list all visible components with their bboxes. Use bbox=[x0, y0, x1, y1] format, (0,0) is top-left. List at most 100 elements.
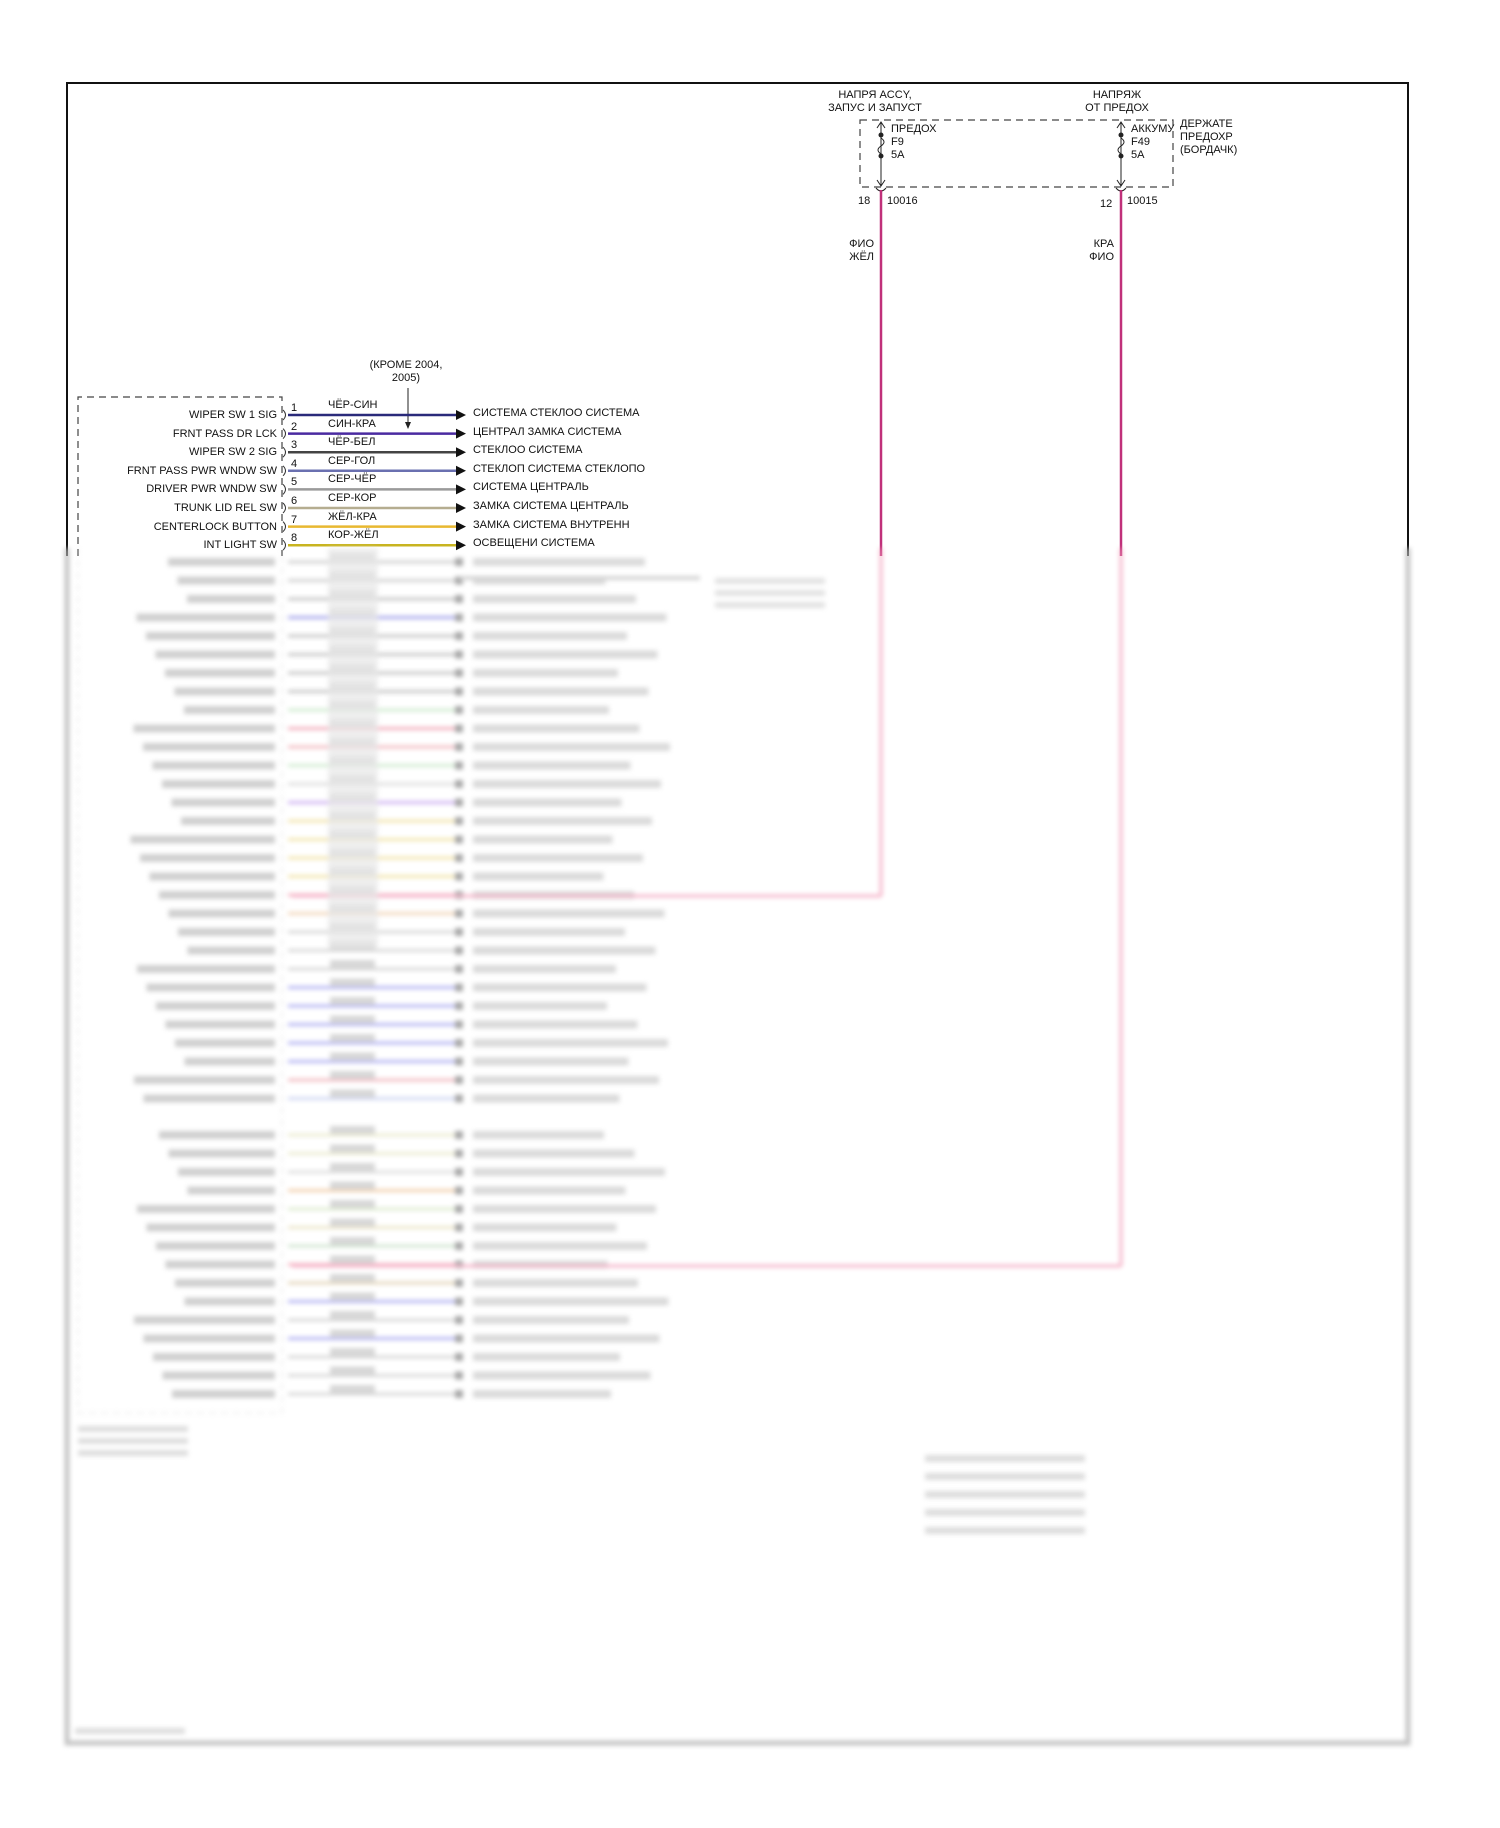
blurred-label bbox=[168, 1149, 275, 1158]
blurred-color-code bbox=[330, 1274, 375, 1282]
arrow-icon bbox=[456, 484, 466, 495]
blurred-arrow bbox=[455, 595, 463, 603]
blurred-destination bbox=[473, 780, 661, 788]
pin-number: 5 bbox=[291, 476, 298, 489]
blurred-destination bbox=[473, 669, 618, 677]
blurred-arrow bbox=[455, 613, 463, 622]
blurred-destination bbox=[473, 928, 625, 936]
fuse-box-outline bbox=[859, 119, 1174, 188]
blurred-label bbox=[178, 928, 275, 936]
blurred-label bbox=[156, 1002, 275, 1010]
blurred-color-code bbox=[330, 1385, 375, 1393]
blurred-legend bbox=[925, 1455, 1085, 1462]
blurred-destination bbox=[473, 1371, 651, 1380]
blurred-label bbox=[140, 854, 275, 862]
blurred-color-code bbox=[330, 1181, 375, 1190]
blurred-destination bbox=[473, 1334, 660, 1343]
pin-number: 3 bbox=[291, 439, 298, 452]
blurred-caption bbox=[78, 1450, 188, 1456]
blurred-note bbox=[715, 602, 825, 608]
signal-label: WIPER SW 2 SIG bbox=[188, 446, 277, 459]
blurred-color-code bbox=[330, 1218, 375, 1227]
blurred-arrow bbox=[455, 1076, 463, 1084]
blurred-label bbox=[146, 983, 275, 992]
blurred-destination bbox=[473, 909, 665, 918]
blurred-destination bbox=[473, 1002, 607, 1010]
blurred-arrow bbox=[455, 706, 463, 714]
pin-number: 4 bbox=[291, 457, 298, 470]
pin-number: 1 bbox=[291, 402, 298, 414]
fuse-terminal bbox=[1118, 132, 1124, 138]
blurred-destination bbox=[473, 1279, 638, 1287]
blurred-label bbox=[136, 613, 275, 622]
blurred-line bbox=[460, 576, 700, 580]
connector-pin-icon bbox=[282, 446, 286, 458]
blurred-label bbox=[187, 946, 275, 955]
blurred-label bbox=[168, 558, 275, 566]
blurred-destination bbox=[473, 632, 627, 640]
blurred-color-code bbox=[330, 997, 375, 1005]
blurred-destination bbox=[473, 1131, 604, 1139]
blurred-arrow bbox=[455, 743, 463, 751]
blurred-arrow bbox=[455, 1168, 463, 1176]
blurred-color-code bbox=[330, 1348, 375, 1356]
blurred-arrow bbox=[455, 817, 463, 825]
blurred-label bbox=[143, 743, 275, 751]
blurred-destination bbox=[473, 687, 649, 696]
blurred-arrow bbox=[455, 1390, 463, 1398]
blurred-arrow bbox=[455, 1316, 463, 1324]
blurred-arrow bbox=[455, 1039, 463, 1047]
fuse2-label: АККУМУ F49 5A bbox=[1131, 123, 1175, 161]
blurred-label bbox=[187, 1186, 275, 1195]
fuse1-wire-color: ФИО ЖЁЛ bbox=[849, 238, 874, 263]
blurred-arrow bbox=[455, 687, 463, 696]
destination-label: ЦЕНТРАЛ ЗАМКА СИСТЕМА bbox=[473, 425, 622, 438]
blurred-color-code bbox=[330, 978, 375, 987]
blurred-destination bbox=[473, 1039, 668, 1047]
fuse-terminal bbox=[1118, 153, 1124, 159]
blurred-destination bbox=[473, 1186, 626, 1195]
blurred-label bbox=[175, 1279, 275, 1287]
blurred-legend bbox=[925, 1473, 1085, 1480]
fuse-icon bbox=[1117, 137, 1125, 155]
blurred-destination bbox=[473, 558, 645, 566]
destination-label: ЗАМКА СИСТЕМА ВНУТРЕНН bbox=[473, 518, 630, 531]
arrow-icon bbox=[456, 521, 466, 532]
blurred-destination bbox=[473, 1242, 647, 1250]
blurred-color-code bbox=[330, 1144, 375, 1153]
blurred-destination bbox=[473, 1353, 620, 1361]
wire-color-code: ЖЁЛ-КРА bbox=[328, 510, 377, 523]
blurred-arrow bbox=[455, 1279, 463, 1287]
wire-color-code: ЧЁР-СИН bbox=[328, 399, 378, 411]
fuse1-pin: 18 bbox=[858, 195, 871, 207]
fuse2-source-label: НАПРЯЖ ОТ ПРЕДОХ bbox=[1085, 89, 1149, 114]
blurred-legend bbox=[925, 1491, 1085, 1498]
outer-frame bbox=[66, 82, 1409, 556]
blurred-label bbox=[143, 1334, 275, 1343]
wire-color-code: СЕР-КОР bbox=[328, 492, 377, 504]
fuse1-source-label: НАПРЯ ACCY, ЗАПУС И ЗАПУСТ bbox=[828, 89, 922, 114]
signal-label: WIPER SW 1 SIG bbox=[188, 409, 277, 421]
destination-label: ОСВЕЩЕНИ СИСТЕМА bbox=[473, 537, 595, 550]
blurred-label bbox=[152, 761, 275, 770]
signal-label: FRNT PASS DR LCK bbox=[172, 427, 277, 440]
blurred-arrow bbox=[455, 761, 463, 770]
year-note: (КРОМЕ 2004, 2005) bbox=[369, 359, 443, 384]
connector-pin-icon bbox=[282, 409, 286, 421]
blurred-label bbox=[174, 687, 275, 696]
blurred-label bbox=[156, 1242, 275, 1250]
blurred-destination bbox=[473, 798, 622, 807]
blurred-label bbox=[165, 1260, 275, 1269]
blurred-color-code bbox=[330, 1311, 375, 1319]
blurred-arrow bbox=[455, 983, 463, 992]
blurred-arrow bbox=[455, 854, 463, 862]
blurred-label bbox=[137, 965, 275, 973]
wire-color-code: КОР-ЖЁЛ bbox=[328, 529, 379, 542]
arrow-icon bbox=[456, 465, 466, 476]
fuse2-wire-color: КРА ФИО bbox=[1089, 238, 1114, 263]
blurred-label bbox=[153, 1353, 275, 1361]
arrow-icon bbox=[456, 540, 466, 551]
blurred-label bbox=[171, 798, 275, 807]
blurred-color-code bbox=[330, 1071, 375, 1079]
